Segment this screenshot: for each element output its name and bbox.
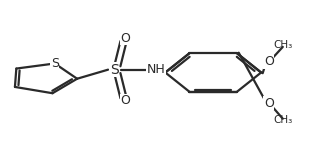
Text: O: O xyxy=(264,97,274,110)
Text: O: O xyxy=(264,55,274,68)
Text: O: O xyxy=(120,94,130,107)
Text: CH₃: CH₃ xyxy=(273,115,292,125)
Text: S: S xyxy=(110,63,119,77)
Text: S: S xyxy=(51,57,59,70)
Text: CH₃: CH₃ xyxy=(273,40,292,50)
Text: NH: NH xyxy=(147,63,165,76)
Text: O: O xyxy=(120,32,130,45)
